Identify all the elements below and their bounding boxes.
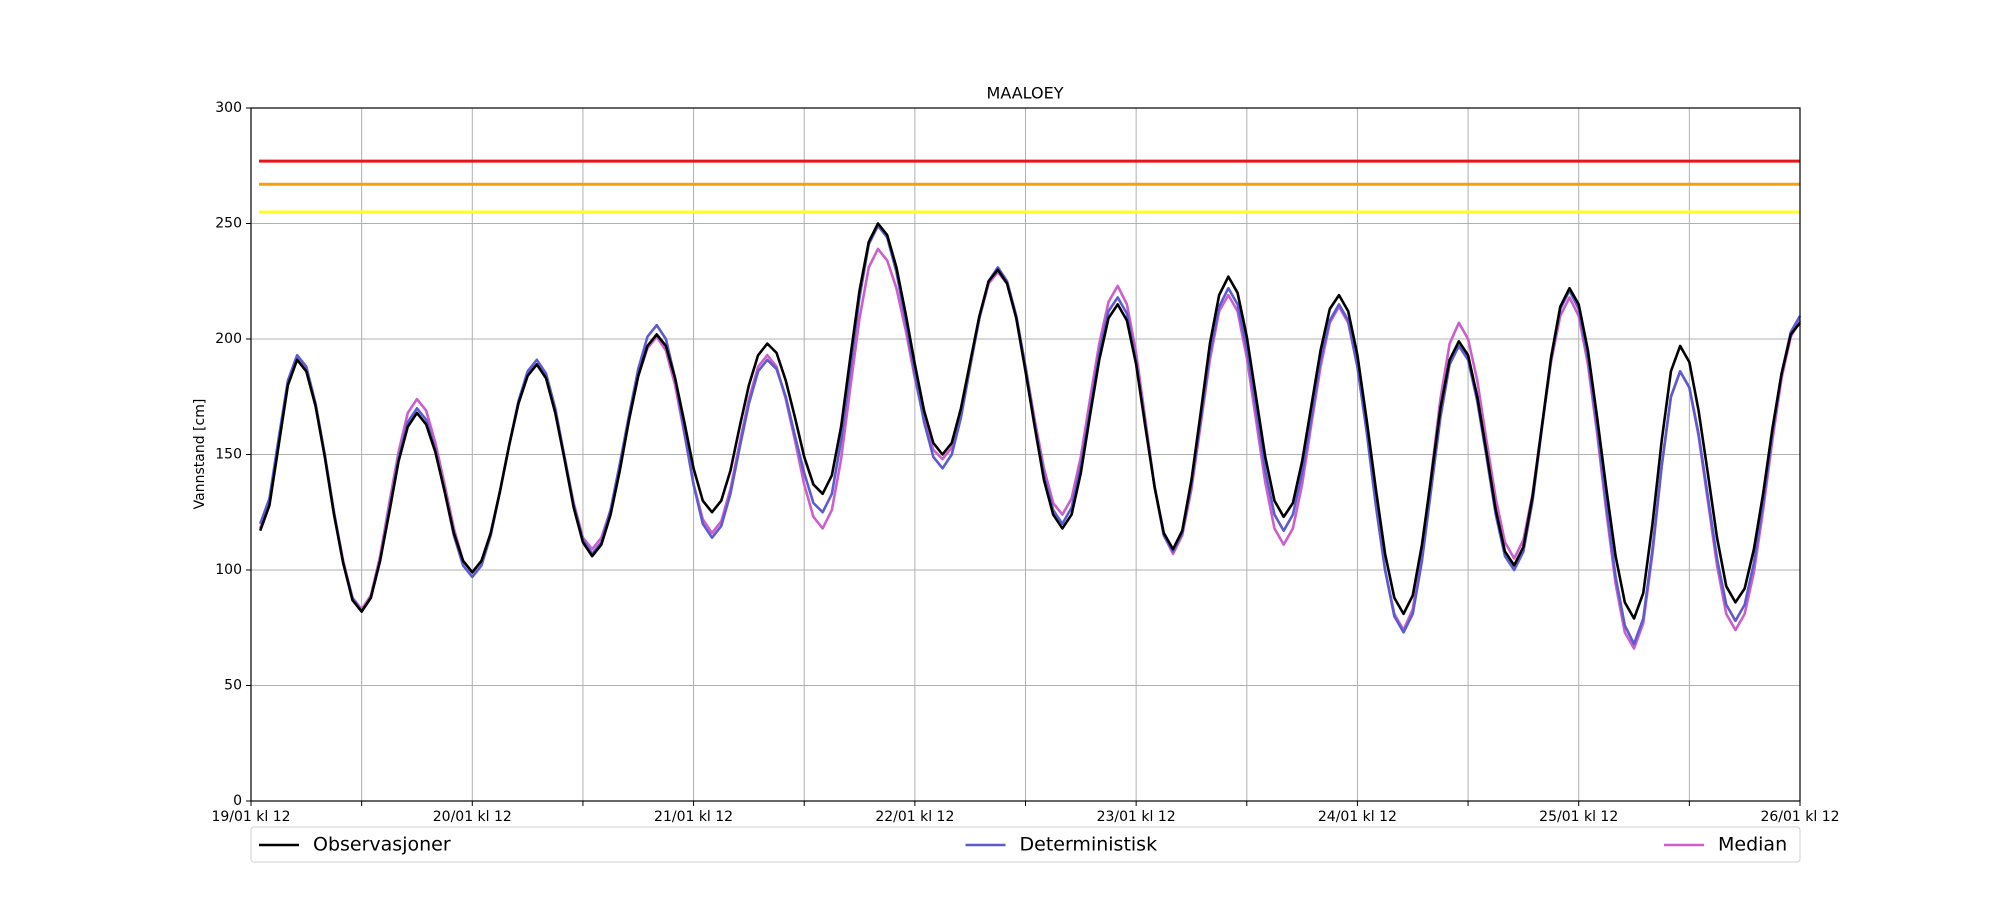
legend-label: Observasjoner (313, 834, 451, 856)
x-tick-label: 22/01 kl 12 (875, 809, 954, 825)
x-tick-label: 19/01 kl 12 (211, 809, 290, 825)
y-tick-label: 200 (215, 331, 242, 347)
legend-label: Deterministisk (1020, 834, 1158, 856)
y-tick-label: 150 (215, 447, 242, 463)
x-tick-label: 24/01 kl 12 (1318, 809, 1397, 825)
x-tick-label: 25/01 kl 12 (1539, 809, 1618, 825)
x-tick-label: 26/01 kl 12 (1760, 809, 1839, 825)
legend-label: Median (1718, 834, 1787, 856)
y-axis-label: Vannstand [cm] (192, 399, 208, 510)
y-tick-label: 300 (215, 100, 242, 116)
x-tick-label: 23/01 kl 12 (1097, 809, 1176, 825)
y-tick-label: 250 (215, 216, 242, 232)
series-line (258, 247, 1802, 650)
y-tick-label: 50 (224, 678, 242, 694)
axes-frame (250, 107, 1801, 802)
series-line (258, 222, 1802, 620)
y-tick-label: 0 (233, 793, 242, 809)
x-tick-label: 21/01 kl 12 (654, 809, 733, 825)
y-tick-label: 100 (215, 562, 242, 578)
x-tick-label: 20/01 kl 12 (433, 809, 512, 825)
chart-title: MAALOEY (987, 84, 1064, 103)
legend-box (250, 826, 1801, 863)
